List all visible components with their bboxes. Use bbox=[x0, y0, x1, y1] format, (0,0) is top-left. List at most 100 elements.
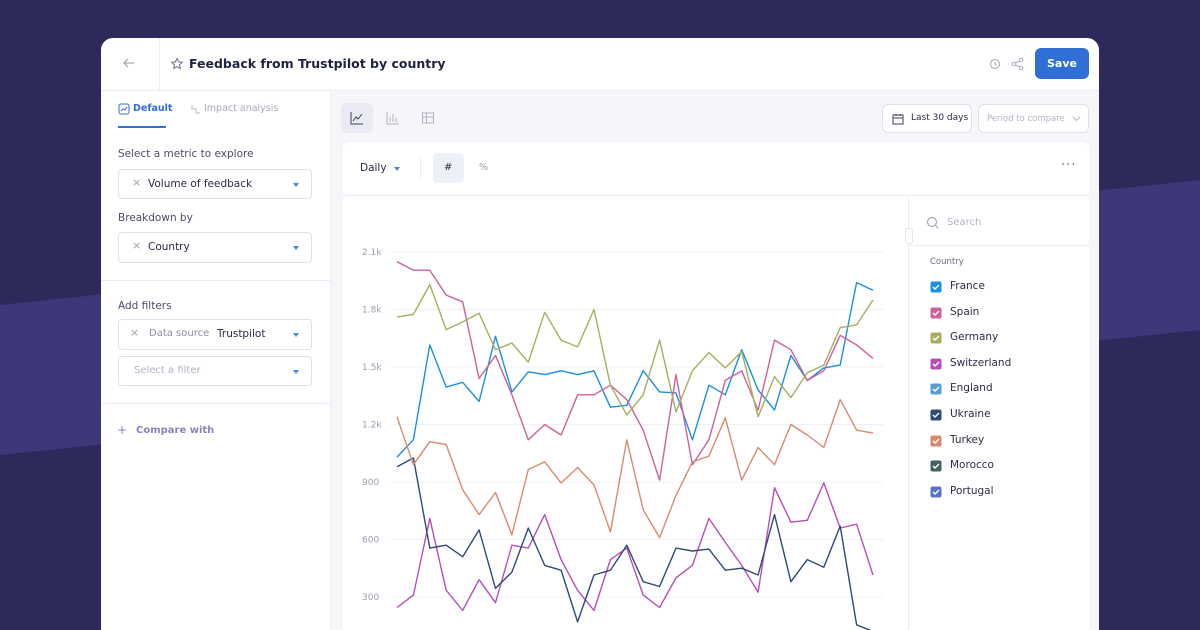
divider bbox=[420, 157, 421, 179]
divider bbox=[343, 195, 1089, 196]
table-icon[interactable] bbox=[421, 111, 435, 125]
placeholder: Select a filter bbox=[134, 365, 201, 376]
date-range-text: Last 30 days bbox=[911, 113, 969, 123]
line-icon bbox=[350, 112, 363, 125]
legend-label: England bbox=[950, 382, 993, 395]
legend-item[interactable]: England bbox=[930, 382, 1080, 396]
star-icon[interactable] bbox=[170, 57, 184, 71]
filter-select[interactable]: Select a filter bbox=[118, 356, 312, 386]
share-icon[interactable] bbox=[1010, 56, 1026, 72]
tab-icon bbox=[118, 103, 130, 115]
mode-button[interactable] bbox=[433, 153, 464, 183]
mode-label[interactable]: % bbox=[479, 162, 489, 173]
granularity-select[interactable]: Daily bbox=[360, 162, 387, 174]
check bbox=[932, 412, 940, 418]
check bbox=[932, 310, 940, 316]
legend-label: Switzerland bbox=[950, 356, 1012, 369]
legend-item[interactable]: France bbox=[930, 280, 1080, 294]
mode-label: # bbox=[444, 162, 453, 173]
checkbox bbox=[930, 486, 942, 498]
select-value: Volume of feedback bbox=[148, 178, 253, 190]
check bbox=[932, 335, 940, 342]
series-line bbox=[396, 260, 874, 481]
more-menu[interactable]: ··· bbox=[1061, 158, 1077, 173]
placeholder: Period to compare bbox=[987, 114, 1065, 124]
legend-item[interactable]: Spain bbox=[930, 306, 1080, 320]
legend-label: Portugal bbox=[950, 484, 994, 497]
tab-underline bbox=[118, 126, 166, 128]
legend-item[interactable]: Portugal bbox=[930, 485, 1080, 499]
checkbox bbox=[930, 460, 942, 472]
plus-icon: + bbox=[117, 423, 128, 437]
legend-title: Country bbox=[930, 257, 964, 267]
compare-select[interactable]: Period to compare bbox=[978, 104, 1089, 133]
filter-select[interactable]: × Data source Trustpilot bbox=[118, 319, 312, 350]
legend-swatch bbox=[930, 332, 942, 344]
search-input[interactable]: Search bbox=[947, 217, 982, 228]
history-icon[interactable] bbox=[987, 56, 1003, 72]
legend-label: France bbox=[950, 280, 985, 292]
filter-value: Trustpilot bbox=[217, 328, 266, 340]
y-tick-label: 600 bbox=[362, 535, 379, 545]
y-tick-label: 2.1k bbox=[362, 248, 382, 258]
series-line bbox=[396, 283, 874, 418]
checkbox bbox=[930, 409, 942, 421]
checkbox bbox=[930, 332, 942, 344]
page-title: Feedback from Trustpilot by country bbox=[189, 56, 446, 71]
search-icon bbox=[926, 216, 939, 229]
legend-swatch bbox=[930, 486, 942, 498]
date-range[interactable]: Last 30 days bbox=[882, 104, 972, 133]
checkbox bbox=[930, 281, 942, 293]
legend-item[interactable]: Turkey bbox=[930, 434, 1080, 448]
legend-label: Morocco bbox=[950, 459, 994, 472]
y-tick-label: 900 bbox=[362, 478, 379, 488]
checkbox bbox=[930, 358, 942, 370]
legend-label: Germany bbox=[950, 331, 999, 344]
divider bbox=[908, 196, 909, 630]
divider bbox=[101, 280, 330, 281]
collapse-handle[interactable] bbox=[905, 228, 913, 244]
compare-button[interactable]: Compare with bbox=[136, 425, 215, 436]
bar-icon[interactable] bbox=[386, 111, 400, 125]
legend-item[interactable]: Germany bbox=[930, 331, 1080, 345]
legend-item[interactable]: Ukraine bbox=[930, 408, 1080, 422]
legend-item[interactable]: Switzerland bbox=[930, 357, 1080, 371]
check bbox=[932, 386, 940, 393]
check bbox=[932, 438, 940, 444]
filter-key: Data source bbox=[149, 328, 210, 339]
save-button[interactable]: Save bbox=[1035, 48, 1089, 79]
legend: France Spain Germany Switzerland England Ukra… bbox=[930, 280, 1080, 630]
divider bbox=[909, 245, 1089, 246]
divider bbox=[330, 91, 331, 630]
metric-select[interactable]: × Volume of feedback bbox=[118, 169, 312, 199]
y-tick-label: 1.2k bbox=[362, 420, 382, 430]
divider bbox=[159, 38, 160, 90]
tab-icon bbox=[191, 105, 200, 114]
legend-label: Turkey bbox=[950, 433, 985, 446]
check bbox=[932, 361, 940, 367]
divider bbox=[101, 90, 1099, 91]
breakdown-select[interactable]: × Country bbox=[118, 232, 312, 263]
series-line bbox=[396, 281, 874, 458]
field-label: Select a metric to explore bbox=[118, 148, 254, 160]
tab[interactable]: Default bbox=[133, 103, 173, 114]
legend-swatch bbox=[930, 281, 942, 293]
legend-swatch bbox=[930, 358, 942, 370]
tab[interactable]: Impact analysis bbox=[204, 103, 279, 114]
legend-item[interactable]: Morocco bbox=[930, 459, 1080, 473]
checkbox bbox=[930, 435, 942, 447]
checkbox bbox=[930, 307, 942, 319]
legend-label: Ukraine bbox=[950, 408, 991, 420]
legend-swatch bbox=[930, 383, 942, 395]
back-button[interactable] bbox=[120, 55, 138, 71]
legend-label: Spain bbox=[950, 305, 980, 318]
legend-swatch bbox=[930, 409, 942, 421]
legend-swatch bbox=[930, 435, 942, 447]
check bbox=[932, 489, 940, 495]
check bbox=[932, 284, 940, 290]
field-label: Add filters bbox=[118, 300, 172, 312]
y-tick-label: 1.8k bbox=[362, 305, 382, 315]
legend-swatch bbox=[930, 307, 942, 319]
y-tick-label: 300 bbox=[362, 593, 379, 603]
